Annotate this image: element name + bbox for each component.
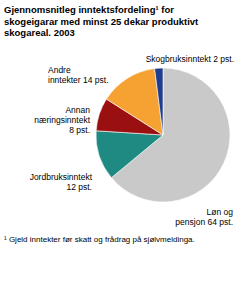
footnote: ¹ Gjeld inntekter før skatt og frådrag p…: [4, 235, 195, 244]
category-label: inntekter: [48, 75, 81, 85]
category-label: næringsinntekt: [34, 115, 90, 125]
value-label: 2 pst.: [211, 54, 234, 64]
category-label: Annan: [65, 105, 90, 115]
category-label: Skogbruksinntekt: [146, 54, 212, 64]
value-label: 64 pst.: [205, 217, 233, 227]
value-label: 12 pst.: [66, 182, 92, 192]
title: Gjennomsnitleg inntektsfordeling¹ forsko…: [4, 4, 199, 38]
slice-label: Skogbruksinntekt 2 pst.: [146, 54, 234, 64]
title-line: skogeigarar med minst 25 dekar produktiv…: [4, 16, 199, 27]
category-label: Løn og: [207, 207, 234, 217]
value-label: 14 pst.: [81, 75, 109, 85]
chart: Gjennomsnitleg inntektsfordeling¹ forsko…: [0, 0, 237, 287]
category-label: pensjon: [175, 217, 205, 227]
slice-label: Andreinntekter 14 pst.: [48, 65, 109, 85]
value-label: 8 pst.: [69, 125, 90, 135]
pie-slice: [96, 131, 163, 178]
footnote-line: ¹ Gjeld inntekter før skatt og frådrag p…: [4, 235, 195, 244]
category-label: Jordbruksinntekt: [30, 172, 93, 182]
slice-label: Jordbruksinntekt12 pst.: [30, 172, 93, 192]
title-line: Gjennomsnitleg inntektsfordeling¹ for: [4, 4, 174, 15]
pie-slice: [106, 69, 163, 135]
pie: [96, 68, 230, 202]
category-label: Andre: [48, 65, 71, 75]
title-line: skogareal. 2003: [4, 27, 75, 38]
pie-slice: [155, 68, 163, 135]
slice-label: Løn ogpensjon 64 pst.: [175, 207, 233, 227]
slice-label: Annannæringsinntekt8 pst.: [34, 105, 90, 135]
